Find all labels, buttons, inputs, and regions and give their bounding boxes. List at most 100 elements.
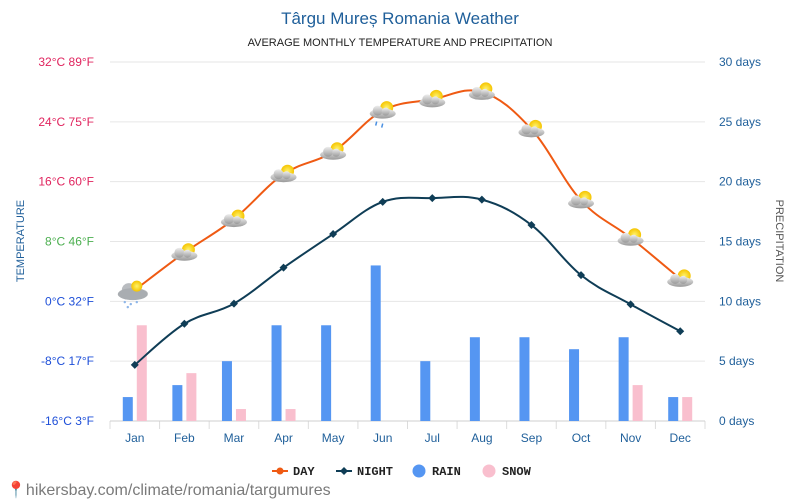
x-tick-label: Jan <box>125 431 144 445</box>
rain-bar <box>420 361 431 421</box>
night-point <box>180 319 189 328</box>
night-point <box>477 195 486 204</box>
rain-bar <box>519 337 530 421</box>
sun-cloud-icon <box>220 209 247 228</box>
cloud-part <box>670 273 681 284</box>
cloud-part <box>183 249 192 258</box>
weather-icons <box>117 82 694 309</box>
temperature-lines <box>130 88 685 369</box>
cloud-shape <box>171 247 198 261</box>
cloud-part <box>232 216 241 225</box>
rain-bar <box>370 265 381 421</box>
cloud-shape <box>667 273 694 287</box>
left-tick-label: 8°C 46°F <box>45 235 94 249</box>
night-point <box>676 327 685 336</box>
snowflake <box>129 302 132 306</box>
x-tick-label: Jun <box>373 431 392 445</box>
x-tick-label: Mar <box>224 431 245 445</box>
night-point <box>229 299 238 308</box>
rain-bar <box>321 325 332 421</box>
cloud-part <box>679 275 688 284</box>
legend-item-rain: RAIN <box>412 464 461 479</box>
x-tick-label: Apr <box>274 431 293 445</box>
x-tick-label: May <box>322 431 345 445</box>
night-point <box>577 271 586 280</box>
rain-bar <box>122 397 133 421</box>
legend-label: RAIN <box>432 465 461 479</box>
precipitation-bars <box>122 265 693 421</box>
x-tick-label: Aug <box>471 431 492 445</box>
sun-cloud-icon <box>568 190 595 209</box>
sun-cloud-icon <box>419 89 446 108</box>
snow-bar <box>632 385 643 421</box>
x-tick-label: Sep <box>521 431 543 445</box>
rain-bar <box>668 397 679 421</box>
cloud-part <box>381 107 390 116</box>
cloud-shape <box>220 214 247 228</box>
cloud-part <box>174 247 185 258</box>
location-pin-icon: 📍 <box>6 482 26 499</box>
x-tick-label: Feb <box>174 431 195 445</box>
cloud-part <box>422 94 433 105</box>
legend-item-day: DAY <box>272 465 315 479</box>
cloud-part <box>530 126 539 135</box>
sun-cloud-icon <box>617 228 644 246</box>
x-axis: Jan Feb Mar Apr May Jun Jul Aug Sep Oct Nov Dec <box>125 431 691 445</box>
cloud-shape <box>568 195 595 209</box>
right-tick-label: 20 days <box>719 175 761 189</box>
x-tick-label: Jul <box>425 431 440 445</box>
sun-cloud-icon <box>320 142 347 160</box>
cloud-shape <box>270 169 297 183</box>
cloud-shape <box>419 94 446 108</box>
night-point <box>378 197 387 206</box>
snow-cloud-icon <box>117 280 148 309</box>
cloud-part <box>117 288 148 301</box>
sun-cloud-icon <box>171 243 198 261</box>
cloud-part <box>571 195 582 206</box>
cloud-part <box>480 88 489 97</box>
rain-cloud-icon <box>369 101 396 128</box>
night-point <box>626 300 635 309</box>
legend-label: SNOW <box>502 465 532 479</box>
raindrop <box>380 123 384 128</box>
rain-bar <box>469 337 480 421</box>
right-tick-label: 25 days <box>719 115 761 129</box>
sun-shape <box>131 280 143 292</box>
left-tick-label: -16°C 3°F <box>41 414 94 428</box>
chart-title: Târgu Mureș Romania Weather <box>281 9 519 28</box>
cloud-shape <box>320 146 347 160</box>
rain-bar <box>172 385 183 421</box>
cloud-part <box>223 214 234 225</box>
source-link[interactable]: 📍hikersbay.com/climate/romania/targumure… <box>6 480 331 500</box>
rain-bar <box>618 337 629 421</box>
night-point <box>130 360 139 369</box>
legend-item-snow: SNOW <box>482 464 532 479</box>
snowflake <box>123 300 126 304</box>
legend-marker <box>412 464 426 478</box>
right-tick-label: 10 days <box>719 294 761 308</box>
left-tick-label: -8°C 17°F <box>41 354 94 368</box>
rain-bar <box>569 349 580 421</box>
left-tick-label: 32°C 89°F <box>38 55 94 69</box>
snow-bar <box>682 397 693 421</box>
day-line <box>134 89 681 291</box>
cloud-shape <box>369 105 396 119</box>
legend-label: NIGHT <box>357 465 393 479</box>
legend-item-night: NIGHT <box>336 465 393 479</box>
snow-bar <box>285 409 296 421</box>
sun-cloud-icon <box>270 164 297 183</box>
snow-bar <box>186 373 197 421</box>
source-link-text: hikersbay.com/climate/romania/targumures <box>25 482 331 499</box>
snow-bar <box>235 409 246 421</box>
cloud-shape <box>468 86 495 100</box>
legend: DAY NIGHT RAIN SNOW <box>272 464 532 479</box>
legend-label: DAY <box>293 465 315 479</box>
sun-cloud-icon <box>468 82 495 100</box>
right-tick-label: 5 days <box>719 354 754 368</box>
right-axis-label: PRECIPITATION <box>773 200 785 283</box>
cloud-part <box>471 86 482 97</box>
left-axis-label: TEMPERATURE <box>15 200 27 282</box>
night-point <box>279 263 288 272</box>
right-tick-label: 30 days <box>719 55 761 69</box>
